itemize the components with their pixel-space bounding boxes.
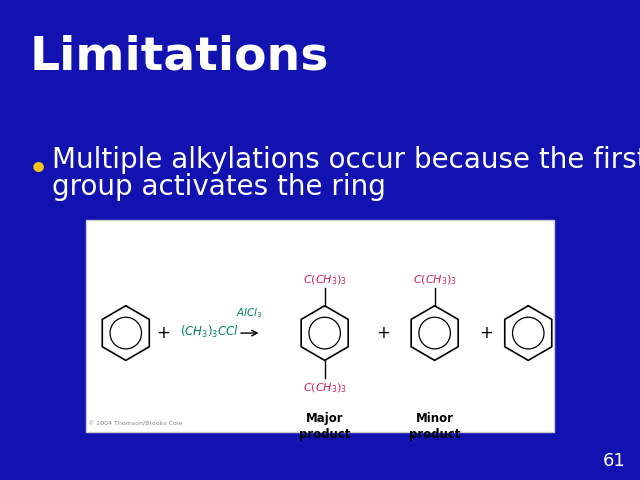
Text: +: + <box>479 324 493 342</box>
Text: +: + <box>376 324 390 342</box>
FancyBboxPatch shape <box>86 220 554 432</box>
Text: Multiple alkylations occur because the first alkyl: Multiple alkylations occur because the f… <box>52 146 640 174</box>
Text: © 2004 Thomson/Brooks Cole: © 2004 Thomson/Brooks Cole <box>88 421 183 426</box>
Text: $C(CH_3)_3$: $C(CH_3)_3$ <box>303 273 347 287</box>
Text: $C(CH_3)_3$: $C(CH_3)_3$ <box>303 381 347 395</box>
Text: •: • <box>28 153 49 187</box>
Text: 61: 61 <box>602 452 625 470</box>
Text: group activates the ring: group activates the ring <box>52 173 386 201</box>
Text: Major
product: Major product <box>299 412 351 441</box>
Text: Minor
product: Minor product <box>409 412 460 441</box>
Text: Limitations: Limitations <box>30 35 330 80</box>
Text: +: + <box>156 324 170 342</box>
Text: $(CH_3)_3CCl$: $(CH_3)_3CCl$ <box>180 324 239 340</box>
Text: $C(CH_3)_3$: $C(CH_3)_3$ <box>413 273 457 287</box>
Text: $AlCl_3$: $AlCl_3$ <box>236 306 263 320</box>
